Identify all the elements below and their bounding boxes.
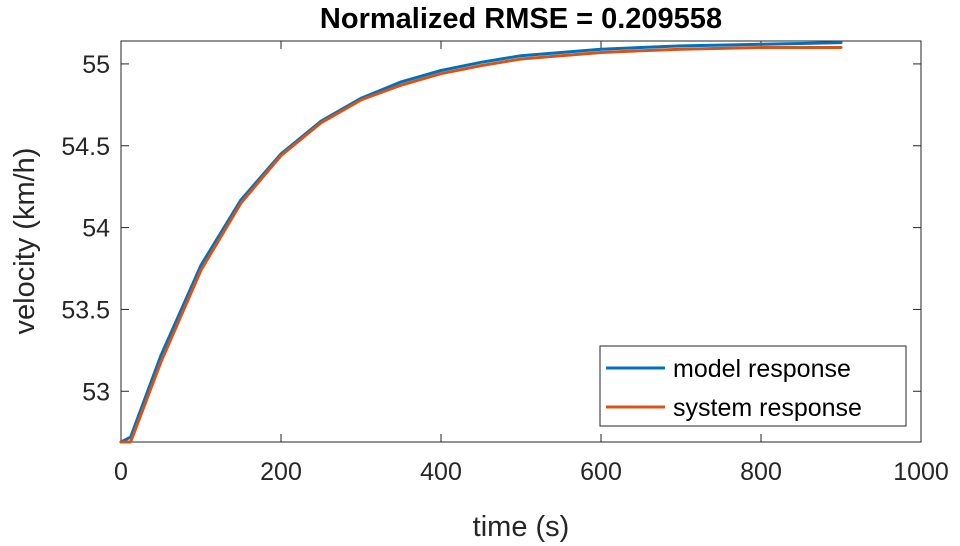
x-axis-label: time (s) — [473, 511, 570, 543]
x-tick-label: 600 — [580, 458, 622, 486]
y-axis-label: velocity (km/h) — [9, 148, 41, 335]
series-line-model-response — [119, 41, 843, 444]
x-tick-label: 1000 — [893, 458, 949, 486]
legend: model response system response — [599, 345, 907, 427]
legend-label-system-response: system response — [673, 394, 862, 422]
legend-box — [599, 345, 907, 427]
y-tick-label: 53.5 — [61, 296, 110, 324]
y-tick-label: 54.5 — [61, 133, 110, 161]
y-tick-label: 53 — [82, 378, 110, 406]
x-tick-label: 200 — [260, 458, 302, 486]
series-line-system-response — [119, 46, 843, 444]
axis-tick-labels: 0 200 400 600 800 1000 53 53.5 54 54.5 55 — [61, 51, 948, 486]
x-tick-label: 400 — [420, 458, 462, 486]
x-tick-label: 0 — [114, 458, 128, 486]
y-tick-label: 55 — [82, 51, 110, 79]
series-layer — [119, 41, 843, 444]
chart-title: Normalized RMSE = 0.209558 — [320, 3, 722, 35]
legend-label-model-response: model response — [673, 355, 851, 383]
y-tick-label: 54 — [82, 215, 110, 243]
x-tick-label: 800 — [740, 458, 782, 486]
